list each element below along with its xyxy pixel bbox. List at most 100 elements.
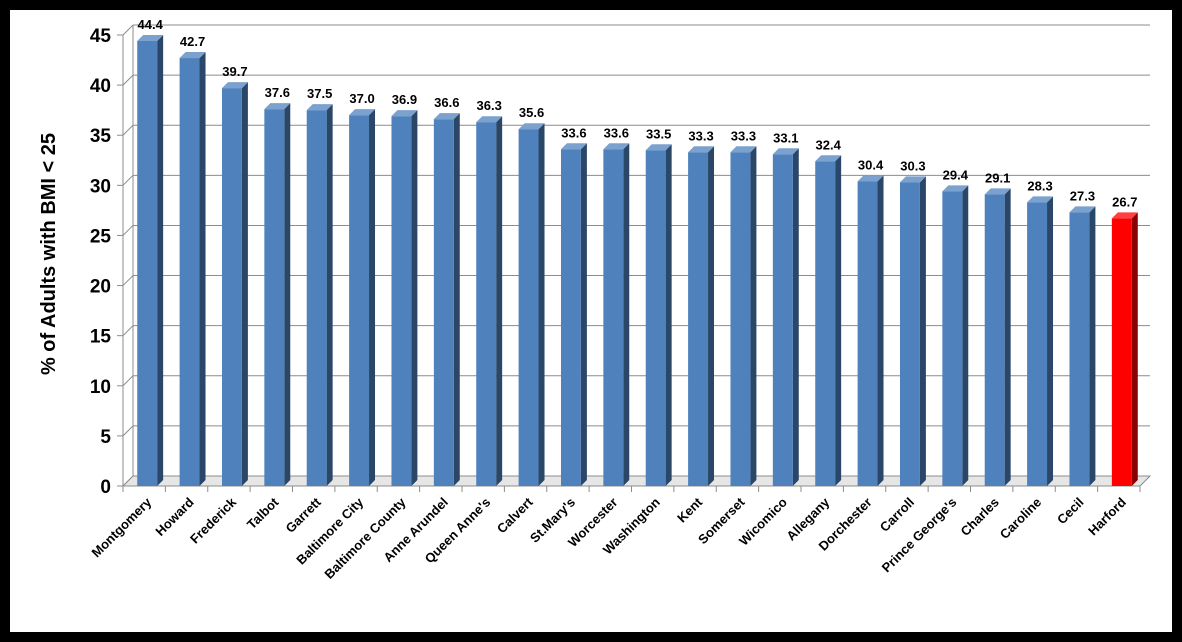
bar-side <box>1004 188 1011 486</box>
x-tick-label: Cecil <box>1054 495 1087 528</box>
bar <box>137 35 164 486</box>
y-tick-label: 45 <box>90 26 112 47</box>
bar <box>179 52 206 486</box>
bar-top <box>306 104 333 111</box>
gridline-depth <box>122 225 134 236</box>
bar-side <box>157 35 164 486</box>
bar <box>433 113 460 486</box>
bar-top <box>688 146 715 153</box>
bar-side <box>1131 212 1138 486</box>
bar-top <box>221 82 248 89</box>
bar-face <box>730 152 751 486</box>
bar-side <box>284 103 291 487</box>
gridline-depth <box>122 124 134 136</box>
x-tick-label: Calvert <box>494 494 536 536</box>
bar-face <box>772 154 793 486</box>
bar-side <box>538 123 545 486</box>
data-label: 32.4 <box>816 137 842 152</box>
x-tick-label: Garrett <box>283 494 325 536</box>
gridlines <box>122 24 1150 487</box>
data-label: 37.6 <box>265 85 290 100</box>
gridline-depth <box>122 325 134 337</box>
bar-face <box>984 194 1005 486</box>
bar-top <box>984 188 1011 195</box>
data-label: 39.7 <box>222 64 247 79</box>
bar-face <box>560 149 581 486</box>
bar-top <box>603 143 630 150</box>
bar-top <box>1111 212 1138 219</box>
y-tick-label: 15 <box>90 327 112 348</box>
y-tick-label: 40 <box>90 76 111 97</box>
bar <box>645 144 672 486</box>
data-label: 28.3 <box>1027 178 1052 193</box>
data-label: 37.5 <box>307 86 332 101</box>
y-tick-label: 25 <box>90 226 112 247</box>
y-axis-label: % of Adults with BMI < 25 <box>38 133 60 375</box>
bar-top <box>1027 196 1054 203</box>
data-label: 29.1 <box>985 170 1010 185</box>
x-tick-label: Carroll <box>877 495 917 535</box>
bar-chart: 05101520253035404544.4Montgomery42.7Howa… <box>38 17 1152 582</box>
y-tick-label: 10 <box>90 377 111 398</box>
data-label: 33.3 <box>731 128 756 143</box>
bar-side <box>326 104 333 487</box>
bar-side <box>962 185 969 486</box>
gridline-depth <box>122 24 134 36</box>
gridline-depth <box>122 74 134 86</box>
x-tick-label: Montgomery <box>89 494 155 560</box>
bar-top <box>179 52 206 59</box>
bar-side <box>835 155 842 486</box>
bar-face <box>137 41 158 486</box>
bar-face <box>476 122 497 487</box>
bar-face <box>391 116 412 487</box>
bar-face <box>1111 218 1132 486</box>
bar-top <box>560 143 587 150</box>
x-tick-label: Harford <box>1085 494 1129 538</box>
x-tick-label: Talbot <box>244 494 282 532</box>
bar-side <box>623 143 630 486</box>
data-label: 30.4 <box>858 157 884 172</box>
bar-side <box>792 148 799 486</box>
bar-face <box>264 109 285 487</box>
y-tick-label: 20 <box>90 277 111 298</box>
bar-face <box>349 115 370 486</box>
bars <box>137 35 1138 487</box>
bar-side <box>241 82 248 487</box>
data-label: 37.0 <box>349 91 374 106</box>
bar-face <box>433 119 454 486</box>
data-label: 35.6 <box>519 105 544 120</box>
bar-face <box>899 182 920 486</box>
bar-top <box>645 144 672 151</box>
data-label: 36.9 <box>392 92 417 107</box>
bar-face <box>942 191 963 486</box>
bar <box>603 143 630 486</box>
data-label: 29.4 <box>943 167 969 182</box>
gridline-depth <box>122 174 134 186</box>
bar <box>1069 206 1096 487</box>
bar-top <box>433 113 460 120</box>
bar <box>857 175 884 486</box>
bar <box>942 185 969 486</box>
bar-side <box>411 110 418 487</box>
bar-top <box>391 110 418 117</box>
bar-face <box>1027 202 1048 487</box>
bar-side <box>496 116 503 487</box>
bar <box>984 188 1011 486</box>
bar-top <box>518 123 545 130</box>
gridline-depth <box>122 375 134 387</box>
bar <box>264 103 291 487</box>
bar-side <box>369 109 376 486</box>
x-tick-label: Prince George's <box>879 495 960 576</box>
y-tick-label: 0 <box>100 477 111 498</box>
x-tick-label: Caroline <box>997 495 1044 542</box>
y-tick-label: 35 <box>90 126 112 147</box>
bar-side <box>665 144 672 486</box>
x-tick-label: Kent <box>674 494 706 526</box>
bar-side <box>453 113 460 486</box>
bar <box>391 110 418 487</box>
bar-face <box>645 150 666 486</box>
bar-top <box>264 103 291 110</box>
data-label: 42.7 <box>180 34 205 49</box>
axes <box>117 25 1152 492</box>
bar-side <box>750 146 757 486</box>
